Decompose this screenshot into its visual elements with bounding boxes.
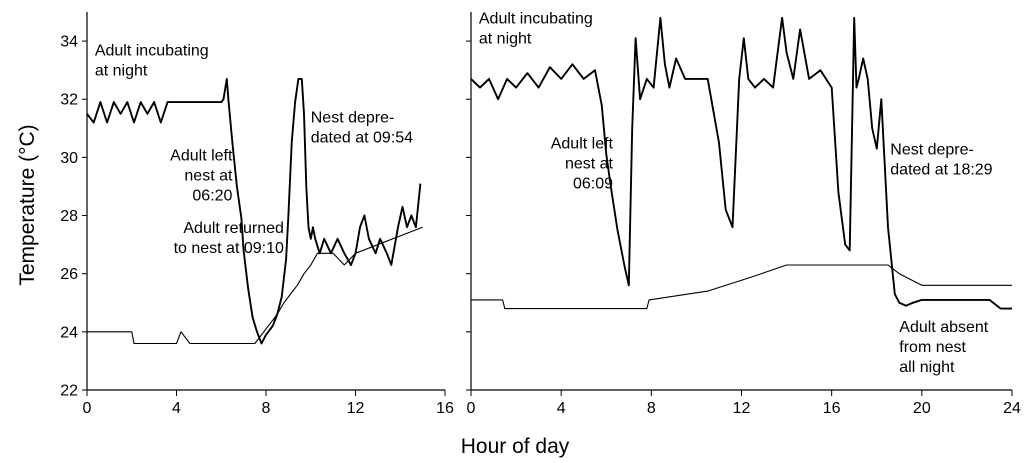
annotation-line: 06:09 bbox=[573, 176, 613, 193]
annotation-line: Adult left bbox=[170, 147, 233, 164]
x-tick-label: 24 bbox=[1003, 400, 1021, 417]
x-tick-label: 4 bbox=[172, 400, 181, 417]
y-tick-label: 24 bbox=[60, 324, 78, 341]
annotation-line: Adult incubating bbox=[479, 11, 593, 28]
left-annotation: Adult incubating at night bbox=[95, 43, 209, 80]
right-annotation: Nest depre-dated at 18:29 bbox=[890, 141, 992, 178]
annotation-line: to nest at 09:10 bbox=[174, 240, 284, 257]
x-tick-label: 0 bbox=[83, 400, 92, 417]
left-annotation: Nest depre-dated at 09:54 bbox=[311, 109, 413, 146]
y-tick-label: 22 bbox=[60, 383, 78, 400]
x-tick-label: 4 bbox=[557, 400, 566, 417]
left-panel: 22 24 26 28 30 32 34 0 4 8 12 16 Adult incubating at … bbox=[60, 12, 454, 417]
annotation-line: Adult incubating bbox=[95, 43, 209, 60]
annotation-line: nest at bbox=[184, 167, 233, 184]
x-axis-title: Hour of day bbox=[461, 435, 570, 458]
annotation-line: dated at 18:29 bbox=[890, 161, 992, 178]
right-ambient-temperature-line bbox=[471, 264, 1012, 310]
annotation-line: from nest bbox=[899, 339, 966, 356]
y-tick-label: 34 bbox=[60, 34, 78, 51]
annotation-line: at night bbox=[95, 63, 148, 80]
right-annotation: Adult left nest at 06:09 bbox=[551, 136, 614, 193]
annotation-line: 06:20 bbox=[192, 187, 232, 204]
left-ambient-temperature-line bbox=[87, 226, 423, 345]
x-tick-label: 16 bbox=[823, 400, 841, 417]
y-tick-label: 26 bbox=[60, 266, 78, 283]
annotation-line: Nest depre- bbox=[890, 141, 974, 158]
left-nest-temperature-line bbox=[86, 77, 422, 345]
y-tick-label: 32 bbox=[60, 92, 78, 109]
y-tick-label: 28 bbox=[60, 208, 78, 225]
x-tick-label: 16 bbox=[436, 400, 454, 417]
left-annotation: Adult left nest at 06:20 bbox=[170, 147, 233, 204]
annotation-line: at night bbox=[479, 31, 532, 48]
x-tick-label: 12 bbox=[347, 400, 365, 417]
x-tick-label: 0 bbox=[467, 400, 476, 417]
annotation-line: Adult left bbox=[551, 136, 614, 153]
annotation-line: dated at 09:54 bbox=[311, 129, 413, 146]
left-annotation: Adult returned to nest at 09:10 bbox=[174, 220, 284, 257]
annotation-line: Adult returned bbox=[183, 220, 284, 237]
right-nest-temperature-line bbox=[470, 16, 1012, 310]
x-tick-label: 8 bbox=[647, 400, 656, 417]
right-annotation: Adult incubating at night bbox=[479, 11, 593, 48]
y-axis-title: Temperature (°C) bbox=[16, 124, 39, 285]
right-annotation: Adult absent from nest all night bbox=[899, 319, 989, 376]
annotation-line: Nest depre- bbox=[311, 109, 395, 126]
y-tick-label: 30 bbox=[60, 150, 78, 167]
annotation-line: all night bbox=[899, 359, 955, 376]
annotation-line: nest at bbox=[565, 156, 614, 173]
x-tick-label: 20 bbox=[913, 400, 931, 417]
x-tick-label: 12 bbox=[733, 400, 751, 417]
x-tick-label: 8 bbox=[262, 400, 271, 417]
annotation-line: Adult absent bbox=[899, 319, 989, 336]
